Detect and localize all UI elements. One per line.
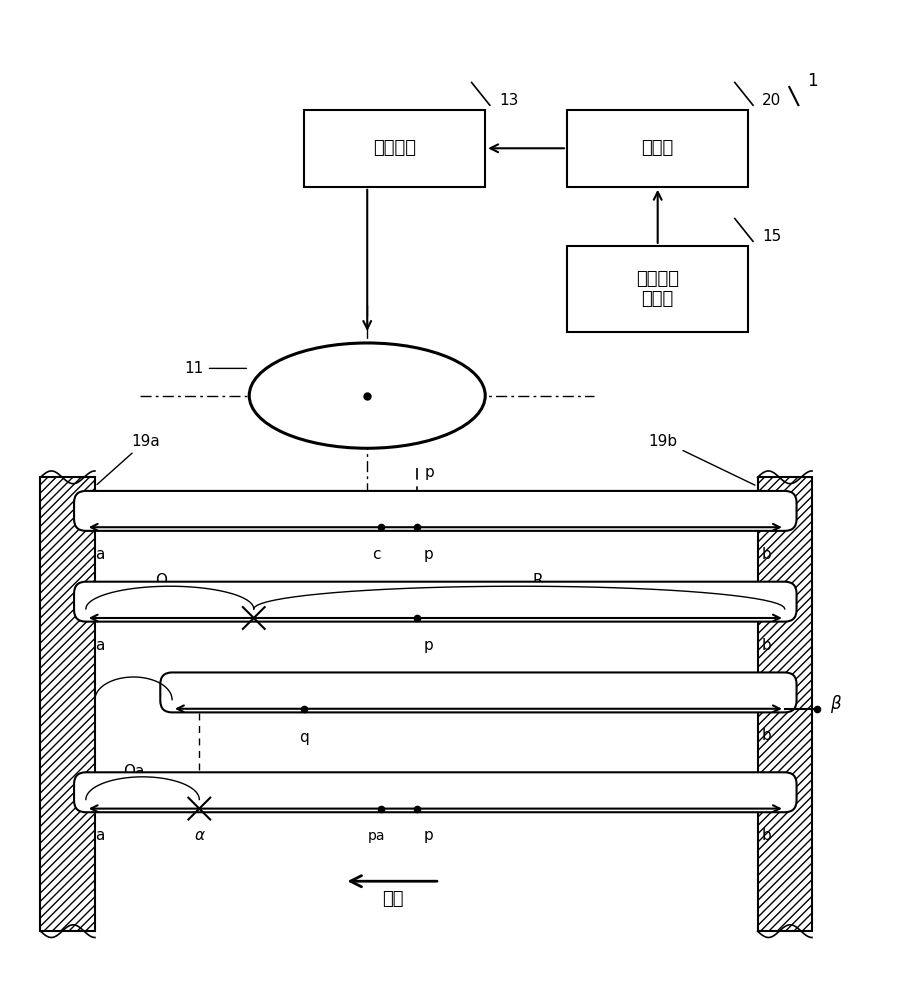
Text: Q: Q: [155, 573, 167, 588]
FancyBboxPatch shape: [74, 772, 797, 812]
FancyBboxPatch shape: [160, 672, 797, 712]
Text: 15: 15: [762, 229, 781, 244]
Bar: [40, 477, 95, 931]
Text: β: β: [830, 695, 841, 713]
FancyBboxPatch shape: [74, 582, 797, 622]
Text: 位置检测
传感器: 位置检测 传感器: [637, 270, 679, 308]
Text: Qa: Qa: [123, 764, 144, 779]
Text: 控制部: 控制部: [641, 139, 674, 157]
Text: p: p: [423, 638, 433, 653]
Text: pa: pa: [367, 829, 385, 843]
Text: R: R: [532, 573, 543, 588]
Text: q: q: [299, 730, 309, 745]
Text: b: b: [762, 547, 771, 562]
Text: a: a: [94, 547, 104, 562]
Text: Ri: Ri: [444, 674, 459, 689]
Text: 19a: 19a: [97, 434, 160, 485]
Ellipse shape: [249, 343, 485, 448]
Bar: [758, 477, 812, 931]
Text: c: c: [372, 547, 380, 562]
Text: p: p: [424, 465, 434, 480]
Text: b: b: [762, 828, 771, 843]
FancyBboxPatch shape: [567, 246, 748, 332]
FancyBboxPatch shape: [304, 110, 485, 187]
Text: 致动线圈: 致动线圈: [373, 139, 416, 157]
Text: 校准: 校准: [382, 890, 403, 908]
Text: b: b: [762, 728, 771, 743]
Text: q: q: [265, 585, 275, 600]
Text: 20: 20: [762, 93, 781, 108]
Text: a: a: [94, 638, 104, 653]
Text: α: α: [177, 674, 187, 689]
Text: p: p: [423, 547, 433, 562]
Text: p: p: [423, 828, 433, 843]
FancyBboxPatch shape: [74, 491, 797, 531]
Text: 19b: 19b: [649, 434, 755, 485]
Text: α: α: [194, 828, 204, 843]
FancyBboxPatch shape: [567, 110, 748, 187]
Text: 1: 1: [807, 72, 818, 90]
Text: b: b: [762, 638, 771, 653]
Text: 11: 11: [185, 361, 246, 376]
Text: a: a: [94, 828, 104, 843]
Text: Ra: Ra: [444, 774, 464, 789]
Text: S: S: [398, 492, 409, 507]
Text: 13: 13: [499, 93, 518, 108]
